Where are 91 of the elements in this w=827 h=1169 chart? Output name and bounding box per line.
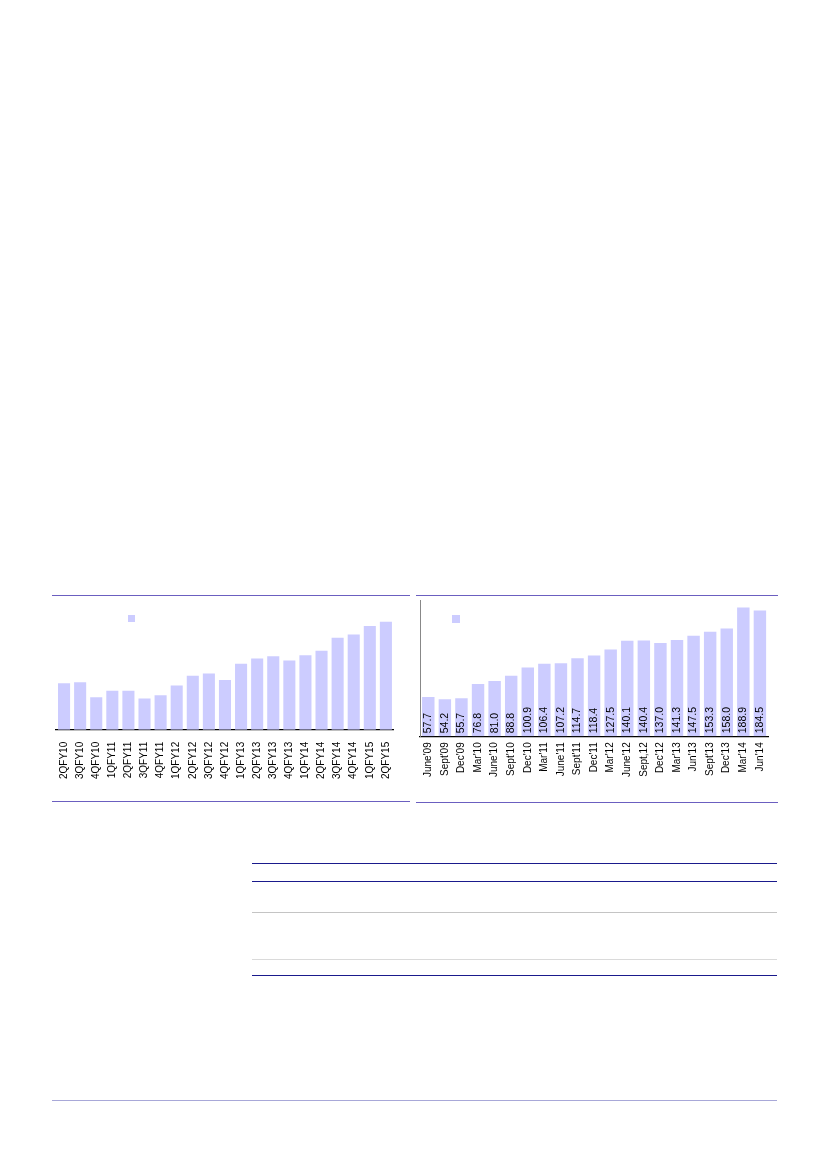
x-tick-label: 3QFY14 [331,741,343,780]
x-tick-label: 2QFY11 [122,741,134,779]
x-tick-label: 2QFY14 [315,741,327,780]
x-tick-label: Mar'10 [471,741,483,773]
x-tick-label: 1QFY12 [170,741,182,780]
bar [363,625,376,730]
bar [202,673,215,730]
bar [170,685,183,730]
x-tick-label: Mar'12 [604,741,616,773]
x-tick-label: 3QFY12 [202,741,214,780]
bar [90,697,103,730]
data-label: 127.5 [603,706,616,734]
bar [235,663,248,730]
x-tick-label: 4QFY14 [347,741,359,780]
data-label: 153.3 [703,706,716,734]
bar [654,642,667,737]
data-label: 81.0 [487,712,500,734]
bar [571,658,584,737]
bar [138,698,151,730]
data-label: 114.7 [570,707,583,734]
x-tick-label: 1QFY11 [106,741,118,779]
bar [299,655,312,730]
data-label: 100.9 [520,706,533,734]
data-label: 137.0 [653,706,666,734]
x-tick-label: 2QFY12 [186,741,198,780]
bar [122,690,135,730]
bar [283,660,296,730]
x-tick-label: Sept,12 [637,741,649,777]
bar [267,656,280,730]
x-tick-label: Mar'14 [737,741,749,773]
data-label: 158.0 [719,706,732,734]
x-tick-label: 3QFY11 [138,741,150,779]
x-tick-label: Dec'10 [521,741,533,774]
bar [186,675,199,730]
data-label: 88.8 [504,712,517,734]
bar [251,658,264,730]
x-tick-label: 4QFY12 [218,741,230,780]
x-tick-label: 4QFY10 [89,741,101,780]
x-tick-label: Jun'14 [753,741,765,772]
data-label: 147.5 [686,706,699,734]
x-tick-label: Sept'10 [504,741,516,776]
x-tick-label: 1QFY15 [363,741,375,780]
bar [538,663,551,737]
bar [74,682,87,730]
x-tick-label: Mar'13 [670,741,682,773]
data-label: 55.7 [454,712,467,734]
bar [379,621,392,730]
x-tick-label: Sept'13 [703,741,715,776]
data-label: 107.2 [553,706,566,734]
bar [687,635,700,737]
data-label: 76.8 [470,712,483,734]
data-label: 188.9 [736,706,749,734]
data-label: 106.4 [537,706,550,734]
x-tick-label: Mar'11 [538,741,550,772]
x-tick-label: Dec'09 [455,741,467,774]
x-tick-label: 2QFY15 [379,741,391,780]
bar [315,650,328,730]
x-tick-label: Sept'09 [438,741,450,776]
bar [58,683,71,730]
x-tick-label: June'09 [422,741,434,777]
bar [154,695,167,730]
bar [106,690,119,730]
data-label: 184.5 [752,706,765,734]
x-tick-label: June'10 [488,741,500,777]
x-tick-label: Sept'11 [571,741,583,776]
x-tick-label: Dec'12 [654,741,666,774]
x-tick-label: 4QFY11 [154,741,166,779]
x-tick-label: June'12 [621,741,633,777]
x-tick-label: 4QFY13 [283,741,295,780]
bar [218,680,232,730]
bar [331,637,344,730]
bar [347,634,360,730]
x-tick-label: 1QFY14 [299,741,311,780]
x-tick-label: 1QFY13 [234,741,246,780]
x-tick-label: Dec'11 [587,741,599,773]
bar [488,681,501,737]
x-tick-label: June'11 [554,741,566,777]
data-label: 57.7 [421,712,434,734]
x-tick-label: 3QFY10 [73,741,85,780]
x-tick-label: 2QFY13 [250,741,262,780]
bar [604,649,617,737]
x-tick-label: Jun'13 [687,741,699,772]
data-label: 140.4 [636,706,649,734]
data-label: 54.2 [437,712,450,734]
data-label: 118.4 [586,707,599,734]
data-label: 141.3 [669,706,682,734]
x-tick-label: Dec'13 [720,741,732,774]
bar [737,607,750,737]
x-tick-label: 3QFY13 [267,741,278,780]
x-tick-label: 2QFY10 [57,741,69,780]
data-label: 140.1 [620,706,633,734]
